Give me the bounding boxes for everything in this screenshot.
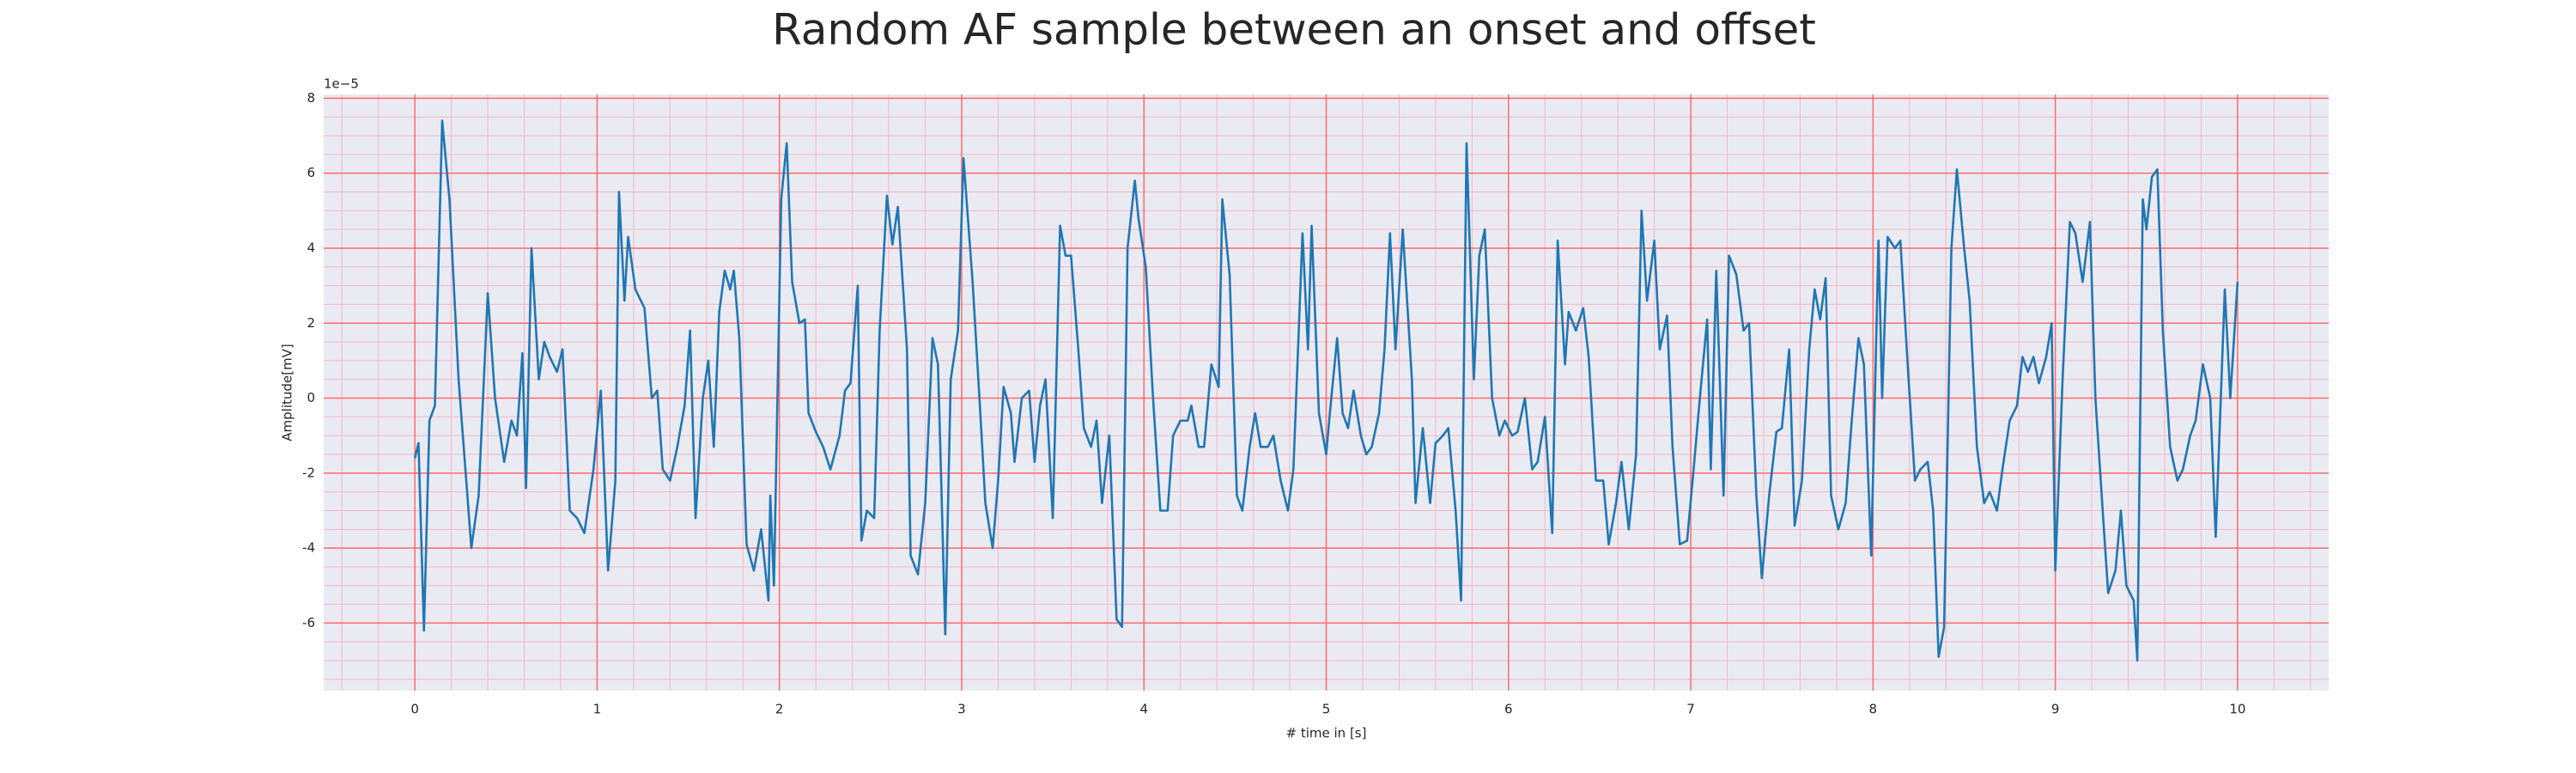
- x-tick-label: 10: [2229, 702, 2245, 717]
- x-axis-label: # time in [s]: [1286, 726, 1367, 741]
- x-tick-label: 8: [1869, 702, 1878, 717]
- y-tick-label: -2: [302, 465, 315, 480]
- y-tick-label: -6: [302, 615, 315, 630]
- y-tick-label: 4: [307, 240, 315, 255]
- x-tick-label: 1: [593, 702, 602, 717]
- chart-title: Random AF sample between an onset and of…: [772, 5, 1816, 55]
- y-axis-label: Amplitude[mV]: [280, 344, 295, 441]
- x-tick-label: 0: [410, 702, 419, 717]
- x-tick-label: 7: [1686, 702, 1695, 717]
- y-tick-label: 8: [307, 90, 315, 106]
- y-tick-label: 2: [307, 315, 315, 331]
- y-tick-label: -4: [302, 540, 315, 556]
- x-tick-label: 4: [1139, 702, 1148, 717]
- x-tick-label: 6: [1504, 702, 1513, 717]
- y-tick-label: 0: [307, 390, 315, 405]
- x-tick-label: 5: [1322, 702, 1331, 717]
- y-offset-label: 1e−5: [324, 76, 359, 92]
- x-tick-label: 9: [2051, 702, 2060, 717]
- x-tick-label: 2: [775, 702, 784, 717]
- y-tick-label: 6: [307, 165, 315, 180]
- signal-line: [413, 119, 2239, 662]
- x-tick-label: 3: [957, 702, 966, 717]
